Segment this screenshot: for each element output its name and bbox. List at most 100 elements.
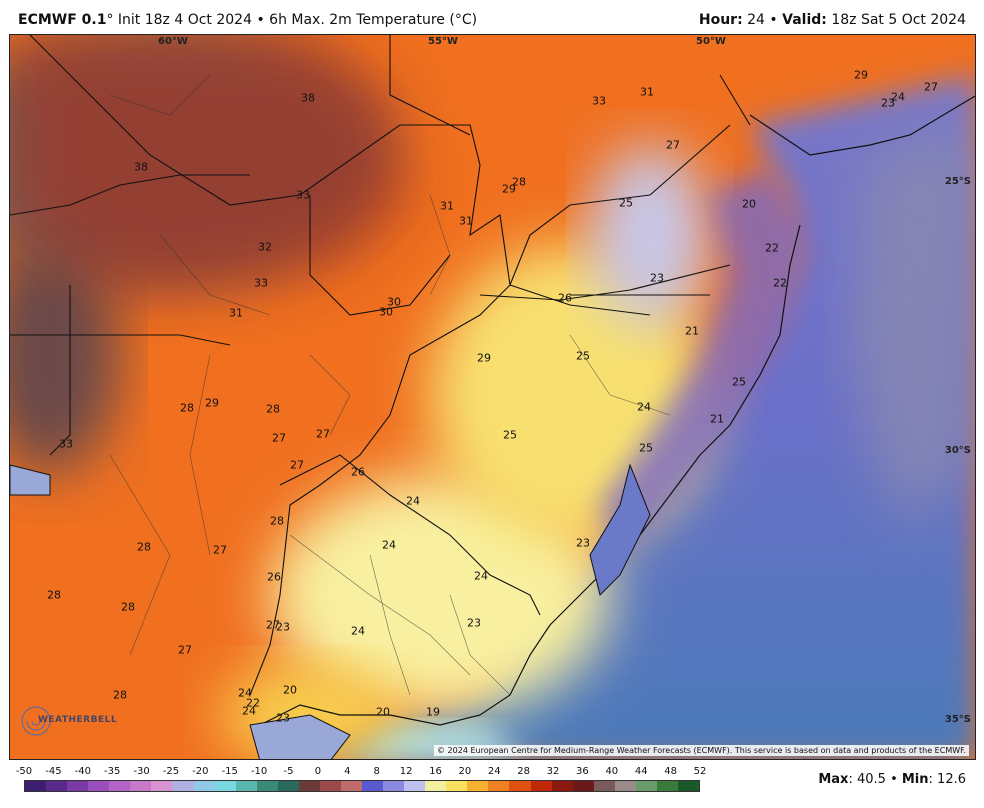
temperature-value: 29 <box>205 396 219 410</box>
temperature-value: 29 <box>854 68 868 82</box>
temperature-value: 33 <box>296 188 310 202</box>
temperature-value: 27 <box>272 431 286 445</box>
colorbar-swatch <box>151 781 173 791</box>
colorbar-swatch <box>46 781 68 791</box>
temperature-value: 25 <box>732 375 746 389</box>
colorbar-swatch <box>572 781 594 791</box>
temperature-value: 24 <box>242 704 256 718</box>
colorbar-swatch <box>67 781 89 791</box>
colorbar: -50 -45 -40 -35 -30 -25 -20 -15 -10 -5 0 4 8 12 16 20 24… <box>0 760 984 808</box>
lat-label-25s: 25°S <box>944 176 971 187</box>
temperature-value: 20 <box>283 683 297 697</box>
temperature-value: 27 <box>178 643 192 657</box>
temperature-value: 20 <box>376 705 390 719</box>
temperature-value: 24 <box>382 538 396 552</box>
borders <box>10 35 751 696</box>
temperature-value: 26 <box>558 291 572 305</box>
temperature-value: 27 <box>290 458 304 472</box>
colorbar-tick: 40 <box>605 766 619 777</box>
colorbar-strip <box>24 780 700 792</box>
header-title: ECMWF 0.1° Init 18z 4 Oct 2024 • 6h Max.… <box>18 12 477 28</box>
colorbar-swatch <box>635 781 657 791</box>
temperature-value: 24 <box>637 400 651 414</box>
temperature-value: 21 <box>685 324 699 338</box>
colorbar-swatch <box>404 781 426 791</box>
colorbar-tick: -15 <box>221 766 238 777</box>
lat-label-35s: 35°S <box>944 714 971 725</box>
colorbar-tick: 0 <box>314 766 322 777</box>
colorbar-swatch <box>656 781 678 791</box>
temperature-value: 24 <box>406 494 420 508</box>
lat-label-30s: 30°S <box>944 445 971 456</box>
temperature-value: 27 <box>316 427 330 441</box>
temperature-value: 24 <box>351 624 365 638</box>
valid-value: 18z Sat 5 Oct 2024 <box>831 12 966 28</box>
temperature-value: 24 <box>474 569 488 583</box>
header-valid: Hour: 24 • Valid: 18z Sat 5 Oct 2024 <box>699 12 966 28</box>
temperature-value: 38 <box>301 91 315 105</box>
colorbar-tick: 24 <box>487 766 501 777</box>
temperature-value: 31 <box>640 85 654 99</box>
model-name: ECMWF 0.1 <box>18 12 107 28</box>
temperature-value: 22 <box>765 241 779 255</box>
colorbar-tick: 44 <box>634 766 648 777</box>
max-min: Max: 40.5 • Min: 12.6 <box>818 772 966 787</box>
colorbar-tick: 36 <box>576 766 589 777</box>
temperature-value: 23 <box>276 711 290 725</box>
colorbar-swatch <box>509 781 531 791</box>
colorbar-swatch <box>319 781 341 791</box>
header: ECMWF 0.1° Init 18z 4 Oct 2024 • 6h Max.… <box>0 0 984 34</box>
colorbar-swatch <box>362 781 384 791</box>
colorbar-swatch <box>425 781 447 791</box>
hour-value: 24 <box>747 12 765 28</box>
temperature-value: 24 <box>238 686 252 700</box>
temperature-value: 27 <box>213 543 227 557</box>
colorbar-swatch <box>193 781 215 791</box>
lon-label-55w: 55°W <box>428 36 458 47</box>
temperature-value: 23 <box>881 96 895 110</box>
temperature-value: 29 <box>502 182 516 196</box>
temperature-value: 30 <box>387 295 401 309</box>
logo-text: WEATHERBELL <box>38 715 118 725</box>
colorbar-tick: -30 <box>133 766 150 777</box>
temperature-value: 26 <box>351 465 365 479</box>
temperature-value: 28 <box>137 540 151 554</box>
temperature-value: 23 <box>276 620 290 634</box>
min-label: Min <box>901 772 929 787</box>
temperature-value: 23 <box>650 271 664 285</box>
lon-label-50w: 50°W <box>696 36 726 47</box>
temperature-value: 31 <box>229 306 243 320</box>
temperature-value: 20 <box>742 197 756 211</box>
temperature-value: 25 <box>639 441 653 455</box>
colorbar-swatch <box>88 781 110 791</box>
max-label: Max <box>818 772 849 787</box>
colorbar-swatch <box>467 781 489 791</box>
temperature-value: 28 <box>121 600 135 614</box>
temperature-value: 24 <box>891 90 905 104</box>
colorbar-tick: 16 <box>429 766 442 777</box>
temperature-value: 19 <box>426 705 440 719</box>
temperature-value: 23 <box>467 616 481 630</box>
colorbar-tick: 28 <box>517 766 531 777</box>
colorbar-swatch <box>256 781 278 791</box>
colorbar-tick: -35 <box>104 766 121 777</box>
temperature-value: 33 <box>592 94 606 108</box>
colorbar-swatch <box>677 781 699 791</box>
max-value: 40.5 <box>856 772 886 787</box>
hour-label: Hour: <box>698 12 743 28</box>
copyright: © 2024 European Centre for Medium-Range … <box>434 745 969 756</box>
temperature-value: 28 <box>180 401 194 415</box>
temperature-value: 25 <box>576 349 590 363</box>
valid-label: Valid: <box>782 12 827 28</box>
temperature-value: 28 <box>47 588 61 602</box>
temperature-value: 33 <box>254 276 268 290</box>
temperature-value: 27 <box>666 138 680 152</box>
separator-2: • <box>769 12 778 28</box>
colorbar-tick: -5 <box>283 766 294 777</box>
colorbar-tick: 20 <box>458 766 472 777</box>
colorbar-swatch <box>277 781 299 791</box>
temperature-value: 26 <box>267 570 281 584</box>
temperature-value: 22 <box>773 276 787 290</box>
colorbar-swatch <box>340 781 362 791</box>
colorbar-tick: 48 <box>664 766 677 777</box>
